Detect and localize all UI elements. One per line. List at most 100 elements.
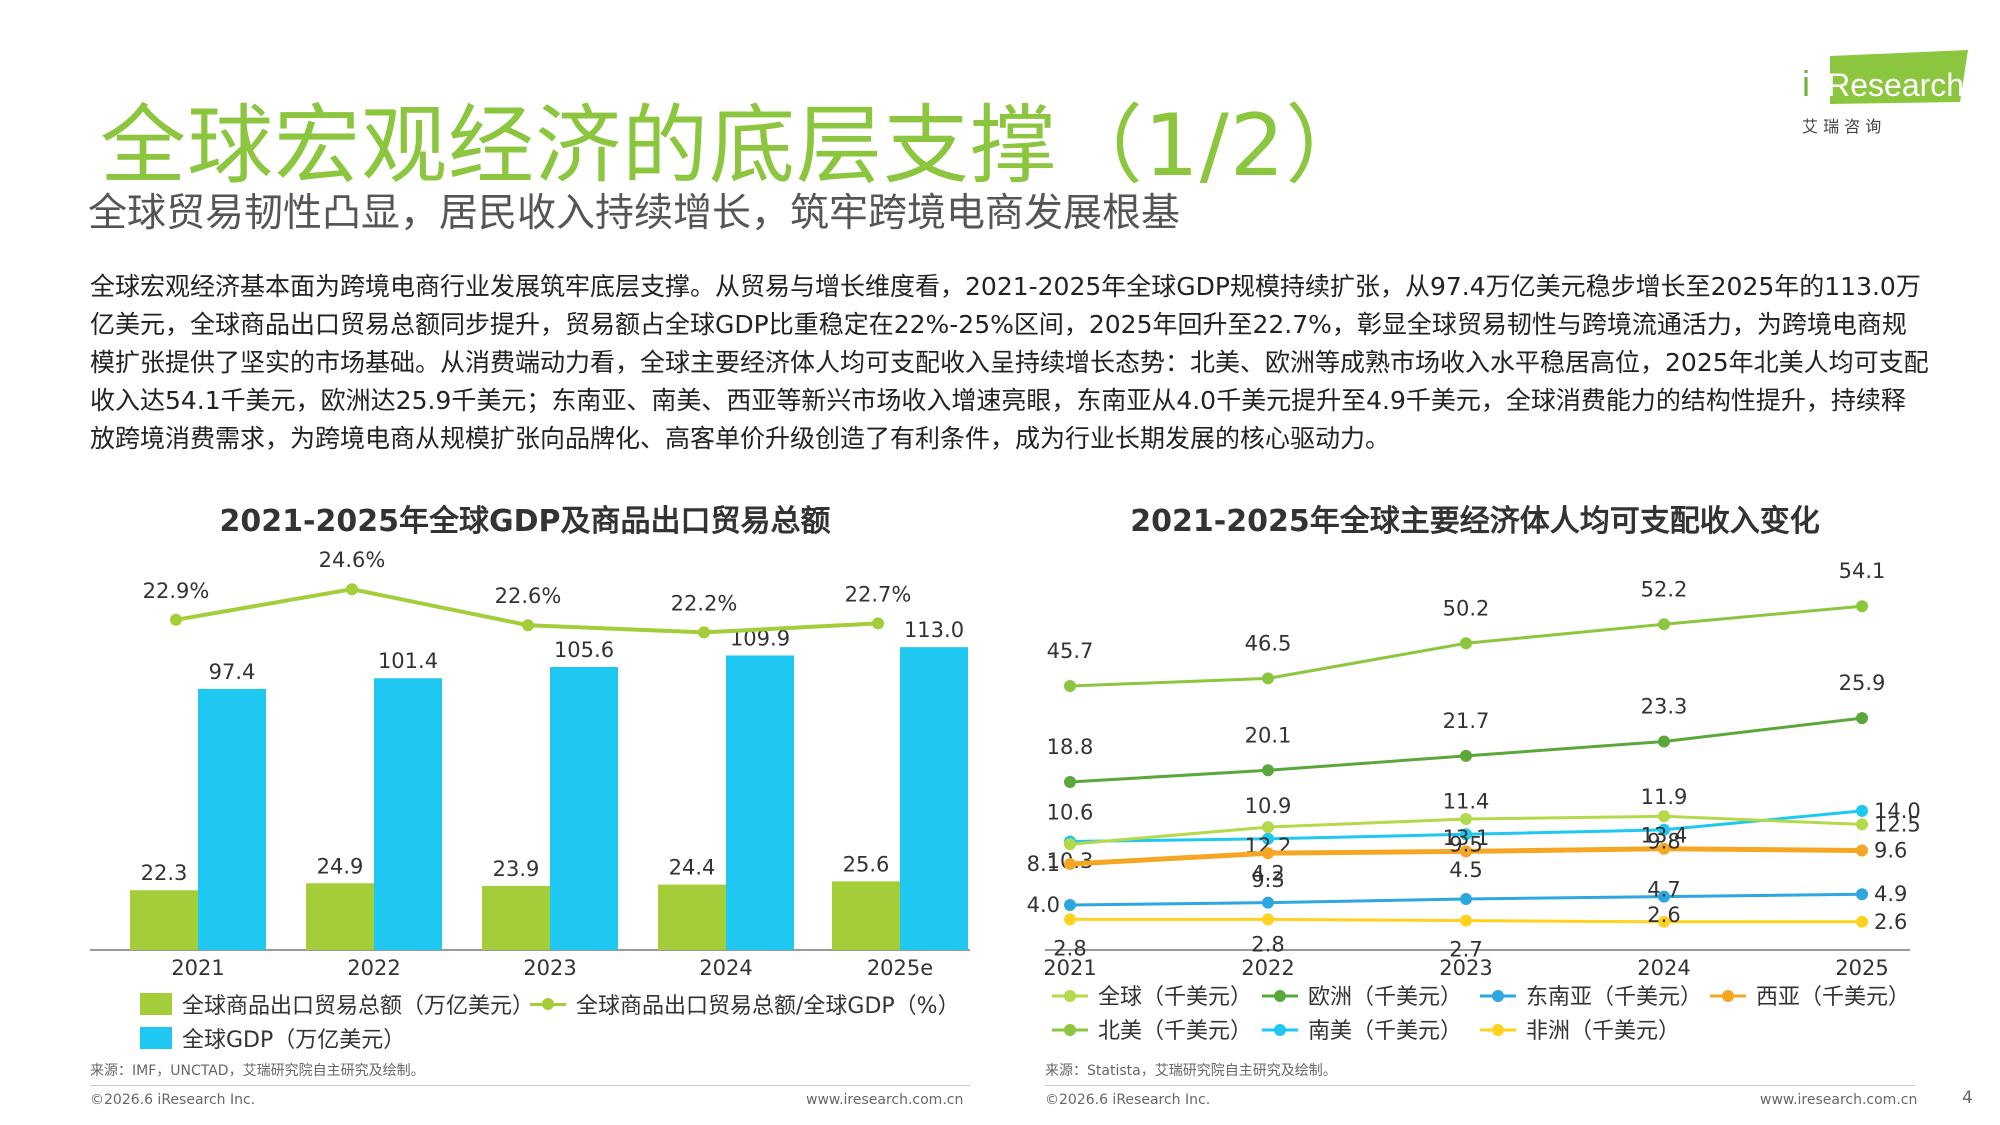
income-point	[1262, 672, 1274, 685]
income-label: 46.5	[1245, 631, 1292, 655]
income-point	[1460, 828, 1472, 841]
page-number: 4	[1962, 1088, 1973, 1108]
income-label: 23.3	[1641, 695, 1688, 719]
left-source: 来源：IMF，UNCTAD，艾瑞研究院自主研究及绘制。	[90, 1063, 425, 1079]
body-paragraph: 全球宏观经济基本面为跨境电商行业发展筑牢底层支撑。从贸易与增长维度看，2021-…	[90, 272, 1929, 453]
income-point	[1856, 804, 1868, 817]
x-tick-label: 2023	[1439, 956, 1492, 980]
x-tick-label: 2025e	[867, 956, 933, 980]
export-bar-label: 24.9	[317, 854, 364, 878]
income-point	[1658, 890, 1670, 903]
income-label: 14.0	[1874, 799, 1921, 823]
income-label: 9.6	[1874, 839, 1907, 863]
gdp-bar-label: 101.4	[378, 649, 438, 673]
ratio-label: 24.6%	[319, 548, 386, 572]
income-label: 4.2	[1251, 862, 1284, 886]
ratio-point	[170, 613, 182, 626]
income-point	[1460, 893, 1472, 905]
income-point	[1460, 749, 1472, 762]
right-chart-title: 2021-2025年全球主要经济体人均可支配收入变化	[1130, 504, 1820, 539]
income-point	[1064, 913, 1076, 926]
ratio-point	[346, 583, 358, 596]
income-label: 8.1	[1027, 852, 1060, 876]
legend-dot-swatch	[1722, 990, 1734, 1002]
iresearch-logo: i iResearch 艾 瑞 咨 询	[1802, 50, 1968, 136]
export-bar	[306, 883, 374, 950]
legend-dot-swatch	[1064, 990, 1076, 1002]
legend-swatch-export	[140, 993, 172, 1015]
gdp-bar	[550, 666, 618, 950]
income-point	[1262, 847, 1274, 860]
income-point	[1658, 915, 1670, 928]
income-point	[1460, 813, 1472, 825]
income-label: 10.6	[1047, 801, 1094, 825]
income-label: 2.6	[1874, 910, 1907, 934]
income-point	[1064, 776, 1076, 788]
income-label: 9.8	[1647, 830, 1680, 854]
left-copyright: ©2026.6 iResearch Inc.	[90, 1092, 256, 1108]
logo-wordmark: iResearch	[1820, 67, 1964, 103]
export-bar	[482, 885, 550, 950]
income-label: 45.7	[1047, 639, 1094, 663]
x-tick-label: 2024	[699, 956, 752, 980]
income-line	[1069, 846, 1863, 867]
income-point	[1856, 600, 1868, 613]
income-line	[1069, 716, 1863, 784]
legend-label: 欧洲（千美元）	[1308, 985, 1462, 1010]
legend-label: 全球（千美元）	[1098, 985, 1252, 1010]
income-point	[1658, 618, 1670, 631]
income-label: 54.1	[1839, 559, 1886, 583]
income-label: 9.3	[1251, 868, 1284, 892]
ratio-point	[698, 626, 710, 639]
legend-dot-swatch	[1492, 1024, 1504, 1036]
gdp-bar	[198, 688, 266, 950]
right-copyright: ©2026.6 iResearch Inc.	[1045, 1092, 1211, 1108]
income-point	[1064, 899, 1076, 911]
ratio-point	[522, 619, 534, 632]
income-label: 12.2	[1245, 834, 1292, 858]
right-footer-divider	[1045, 1085, 1915, 1086]
ratio-label: 22.9%	[143, 579, 210, 603]
income-line	[1069, 892, 1863, 907]
income-line	[1069, 809, 1863, 843]
legend-label-gdp: 全球GDP（万亿美元）	[182, 1028, 406, 1053]
export-bar-label: 23.9	[493, 857, 540, 881]
income-label: 10.9	[1245, 794, 1292, 818]
logo-chinese: 艾 瑞 咨 询	[1802, 117, 1881, 136]
page-subtitle: 全球贸易韧性凸显，居民收入持续增长，筑牢跨境电商发展根基	[88, 191, 1181, 236]
legend-dot-swatch	[1064, 1024, 1076, 1036]
legend-label: 非洲（千美元）	[1526, 1019, 1680, 1044]
gdp-bar-label: 113.0	[904, 618, 964, 642]
income-point	[1856, 818, 1868, 831]
left-chart-title: 2021-2025年全球GDP及商品出口贸易总额	[219, 504, 831, 539]
left-footer-url: www.iresearch.com.cn	[806, 1092, 964, 1108]
right-footer-url: www.iresearch.com.cn	[1760, 1092, 1918, 1108]
income-point	[1262, 821, 1274, 834]
income-point	[1658, 735, 1670, 748]
income-label: 50.2	[1443, 596, 1490, 620]
income-label: 2.7	[1449, 938, 1482, 962]
legend-gdp-bar: 全球GDP（万亿美元）	[140, 1022, 405, 1054]
export-bar-label: 24.4	[669, 856, 716, 880]
legend-swatch-gdp	[140, 1027, 172, 1049]
legend-dot-swatch	[1274, 990, 1286, 1002]
income-line	[1069, 814, 1863, 846]
legend-export-bar: 全球商品出口贸易总额（万亿美元）	[140, 988, 534, 1020]
legend-label-ratio: 全球商品出口贸易总额/全球GDP（%）	[576, 994, 960, 1019]
income-label: 4.9	[1874, 882, 1907, 906]
income-point	[1856, 844, 1868, 857]
export-bar	[658, 884, 726, 950]
income-label: 25.9	[1839, 671, 1886, 695]
legend-label: 东南亚（千美元）	[1526, 985, 1702, 1010]
ratio-label: 22.6%	[495, 584, 562, 608]
right-source: 来源：Statista，艾瑞研究院自主研究及绘制。	[1045, 1063, 1337, 1079]
gdp-bar-label: 109.9	[730, 626, 790, 650]
left-footer-divider	[90, 1085, 970, 1086]
income-point	[1262, 832, 1274, 845]
income-label: 18.8	[1047, 735, 1094, 759]
gdp-bar	[900, 647, 968, 950]
x-tick-label: 2021	[171, 956, 224, 980]
export-bar-label: 25.6	[843, 852, 890, 876]
income-label: 20.1	[1245, 723, 1292, 747]
income-point	[1064, 858, 1076, 870]
